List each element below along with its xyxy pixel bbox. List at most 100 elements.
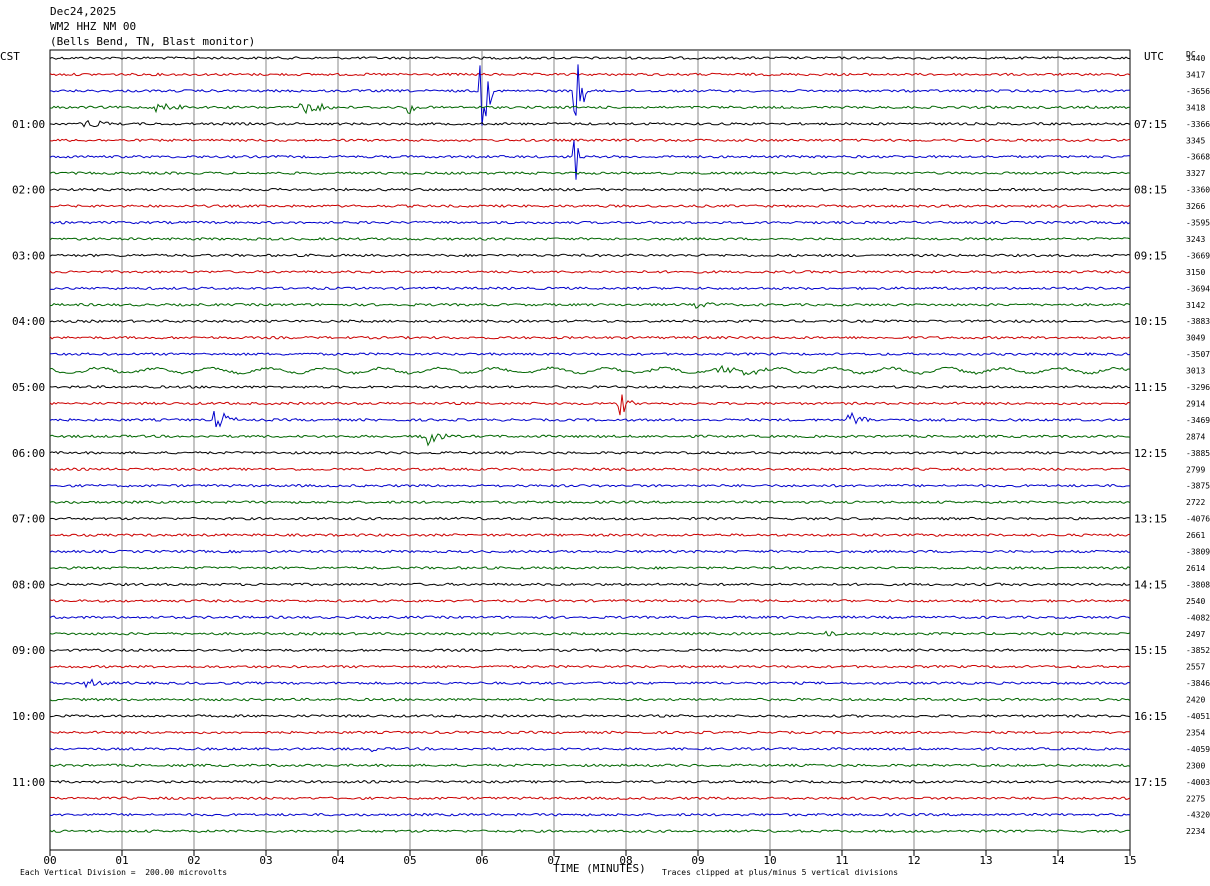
dc-offset-label: -34698 [1186,416,1210,425]
trace-line-3 [49,102,1131,115]
trace-line-11 [49,237,1131,241]
dc-offset-label: -40511 [1186,712,1210,721]
trace-line-29 [49,533,1131,537]
trace-line-41 [49,730,1131,735]
dc-offset-label: -38756 [1186,482,1210,491]
trace-line-7 [49,171,1131,176]
x-tick-label-03: 03 [259,854,272,867]
trace-line-47 [49,829,1131,833]
trace-line-35 [49,630,1131,637]
dc-offset-label: 2300 [1186,761,1205,770]
trace-line-28 [49,516,1131,521]
trace-line-16 [49,319,1131,324]
x-tick-label-07: 07 [547,854,560,867]
dc-offset-label: 2874 [1186,432,1205,441]
trace-line-36 [49,648,1131,653]
right-timezone-label: UTC [1144,50,1164,63]
trace-line-31 [49,566,1131,570]
x-tick-label-15: 15 [1123,854,1136,867]
x-tick-label-02: 02 [187,854,200,867]
right-hour-label: 16:15 [1134,710,1167,723]
trace-line-9 [50,204,1131,208]
right-hour-label: 09:15 [1134,249,1167,262]
dc-offset-label: 2799 [1186,465,1205,474]
trace-line-1 [49,72,1131,77]
dc-offset-label: -38097 [1186,548,1210,557]
clip-note: Traces clipped at plus/minus 5 vertical … [662,868,899,877]
scale-note: Each Vertical Division = 200.00 microvol… [20,868,228,877]
trace-line-15 [49,302,1131,309]
right-hour-label: 07:15 [1134,118,1167,131]
trace-line-2 [49,64,1131,126]
dc-offset-label: 2661 [1186,531,1205,540]
dc-offset-label: 3345 [1186,136,1205,145]
trace-line-8 [49,187,1131,192]
dc-offset-label: 2557 [1186,663,1205,672]
dc-offset-label: -40826 [1186,613,1210,622]
dc-offset-label: -38528 [1186,646,1210,655]
trace-line-0 [49,56,1131,60]
trace-line-38 [49,678,1131,689]
header-station: WM2 HHZ NM 00 [50,20,137,33]
trace-line-43 [49,763,1131,768]
x-tick-label-05: 05 [403,854,416,867]
x-axis-label: TIME (MINUTES) [553,862,646,875]
trace-line-42 [49,747,1131,753]
trace-line-4 [49,119,1131,128]
left-hour-label: 09:00 [12,644,45,657]
dc-offset-label: 3440 [1186,54,1205,63]
dc-offset-label: -38853 [1186,449,1210,458]
left-hour-label: 07:00 [12,513,45,526]
dc-offset-label: 3418 [1186,103,1205,112]
dc-offset-label: 2497 [1186,630,1205,639]
left-hour-label: 01:00 [12,118,45,131]
dc-offset-label: 2722 [1186,498,1205,507]
trace-line-40 [49,714,1131,718]
dc-offset-label: -40768 [1186,515,1210,524]
trace-line-27 [49,500,1131,504]
dc-offset-label: -36949 [1186,284,1210,293]
trace-line-24 [49,450,1131,455]
dc-offset-label: 2914 [1186,399,1205,408]
right-hour-label: 08:15 [1134,184,1167,197]
dc-offset-label: -36685 [1186,153,1210,162]
dc-offset-label: 3150 [1186,268,1205,277]
trace-line-37 [49,664,1131,669]
x-tick-label-04: 04 [331,854,345,867]
dc-offset-label: 3417 [1186,70,1205,79]
left-hour-label: 10:00 [12,710,45,723]
x-tick-label-06: 06 [475,854,488,867]
dc-offset-label: 2614 [1186,564,1205,573]
header-location: (Bells Bend, TN, Blast monitor) [50,35,256,48]
trace-line-22 [49,410,1131,428]
dc-offset-label: -40036 [1186,778,1210,787]
dc-offset-label: 3142 [1186,301,1205,310]
dc-offset-label: 2540 [1186,597,1205,606]
dc-offset-label: -36568 [1186,87,1210,96]
x-tick-label-12: 12 [907,854,920,867]
trace-line-46 [49,812,1131,817]
trace-line-5 [49,138,1131,143]
trace-line-12 [49,253,1131,258]
x-tick-label-14: 14 [1051,854,1065,867]
right-hour-label: 13:15 [1134,513,1167,526]
left-hour-label: 02:00 [12,184,45,197]
dc-offset-label: -36692 [1186,251,1210,260]
x-tick-label-11: 11 [835,854,848,867]
trace-line-21 [49,394,1131,416]
header-date: Dec24,2025 [50,5,117,18]
x-tick-label-10: 10 [763,854,776,867]
left-hour-label: 05:00 [12,381,45,394]
right-hour-label: 14:15 [1134,578,1167,591]
dc-offset-label: -35950 [1186,219,1210,228]
trace-line-25 [49,467,1131,472]
dc-offset-label: -40597 [1186,745,1210,754]
right-hour-label: 17:15 [1134,776,1167,789]
right-hour-label: 15:15 [1134,644,1167,657]
trace-line-17 [49,335,1131,340]
trace-line-10 [49,220,1131,225]
dc-offset-label: 2275 [1186,794,1205,803]
trace-line-44 [49,779,1131,784]
